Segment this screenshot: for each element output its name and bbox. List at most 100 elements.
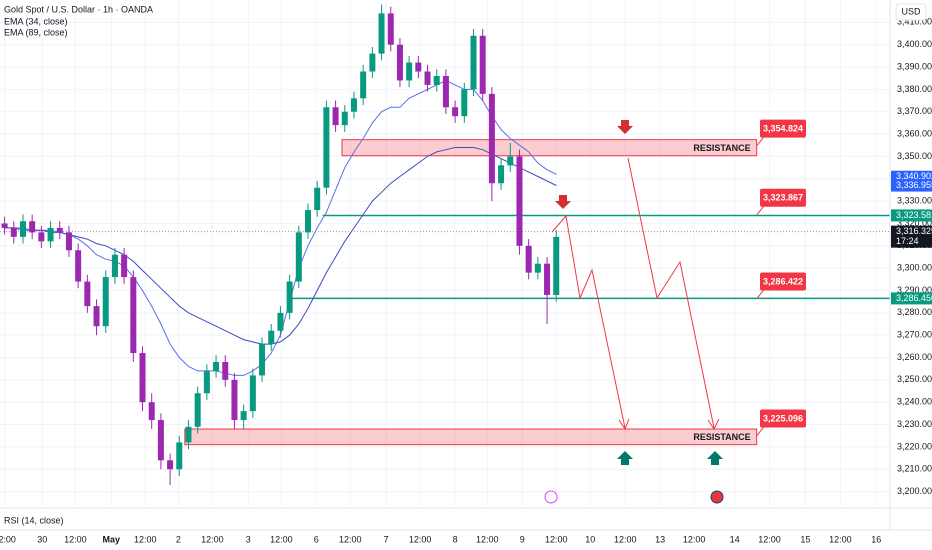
- candle-body: [314, 187, 321, 211]
- y-tick-label: 3,240.000: [897, 397, 932, 407]
- candle-body: [553, 236, 560, 295]
- candle-body: [148, 402, 155, 421]
- y-tick-label: 3,230.000: [897, 419, 932, 429]
- candle-body: [65, 232, 72, 251]
- y-tick-label: 3,260.000: [897, 352, 932, 362]
- candle-body: [378, 13, 385, 54]
- currency-button[interactable]: [895, 3, 927, 21]
- candle-body: [268, 330, 275, 345]
- x-tick-label: 15: [800, 534, 810, 544]
- candle-body: [360, 71, 367, 99]
- candle-body: [544, 263, 551, 295]
- candle-body: [19, 221, 26, 237]
- candle-body: [488, 93, 495, 184]
- candle-body: [222, 361, 229, 380]
- level-tag: [760, 272, 806, 291]
- event-icon[interactable]: [544, 490, 558, 504]
- candle-body: [231, 379, 238, 421]
- level-tag-label: 3,323.867: [763, 193, 803, 203]
- candle-body: [203, 370, 210, 394]
- down-arrow: [555, 195, 571, 209]
- y-tick-label: 3,350.000: [897, 151, 932, 161]
- candle-body: [470, 35, 477, 90]
- candle-body: [130, 277, 137, 354]
- zone-label: RESISTANCE: [693, 432, 750, 442]
- y-tick-label: 3,220.000: [897, 441, 932, 451]
- candle-body: [323, 107, 330, 188]
- candle-body: [102, 277, 109, 327]
- event-icon[interactable]: [710, 490, 724, 504]
- x-tick-label: 30: [37, 534, 47, 544]
- candle-body: [387, 13, 394, 45]
- x-tick-label: 7: [384, 534, 389, 544]
- x-tick-label: 12:00: [614, 534, 637, 544]
- candle-body: [157, 420, 164, 461]
- rsi-label: RSI (14, close): [4, 515, 64, 525]
- down-arrow: [617, 120, 633, 134]
- level-tag-label: 3,286.422: [763, 276, 803, 286]
- currency-label: USD: [901, 6, 921, 16]
- candle-body: [10, 227, 17, 237]
- level-tag-label: 3,354.824: [763, 124, 803, 134]
- price-tag: [891, 225, 932, 248]
- candle-body: [461, 89, 468, 117]
- candle-body: [259, 344, 266, 376]
- ema-line: [4, 147, 557, 345]
- price-tag-label: 3,323.581: [896, 210, 932, 220]
- y-tick-label: 3,380.000: [897, 84, 932, 94]
- candle-body: [176, 442, 183, 470]
- candle-body: [277, 312, 284, 331]
- x-tick-label: 12:00: [476, 534, 499, 544]
- candle-body: [433, 75, 440, 85]
- candle-body: [295, 232, 302, 282]
- zone: [184, 428, 758, 446]
- x-tick-label: 12:00: [64, 534, 87, 544]
- level-tag-pointer: [756, 426, 765, 436]
- x-tick-label: 6: [314, 534, 319, 544]
- candle-body: [139, 353, 146, 403]
- y-tick-label: 3,360.000: [897, 128, 932, 138]
- candle-body: [350, 98, 357, 112]
- x-tick-label: 12:00: [270, 534, 293, 544]
- candle-body: [442, 75, 449, 108]
- up-arrow: [617, 451, 633, 465]
- x-tick-label: 12:00: [0, 534, 16, 544]
- price-tag-label: 3,286.450: [896, 293, 932, 303]
- x-tick-label: 14: [730, 534, 740, 544]
- candle-body: [84, 281, 91, 307]
- y-tick-label: 3,250.000: [897, 374, 932, 384]
- x-tick-label: 10: [585, 534, 595, 544]
- y-tick-label: 3,270.000: [897, 330, 932, 340]
- x-tick-label: 8: [453, 534, 458, 544]
- candle-body: [332, 107, 339, 126]
- candle-body: [498, 165, 505, 184]
- x-tick-label: 16: [871, 534, 881, 544]
- y-tick-label: 3,290.000: [897, 285, 932, 295]
- candle-body: [29, 221, 36, 233]
- candle-body: [341, 111, 348, 126]
- candle-body: [75, 250, 82, 282]
- x-tick-label: 12:00: [758, 534, 781, 544]
- legend-entry: EMA (89, close): [4, 27, 68, 37]
- zone: [341, 139, 758, 157]
- x-tick-label: May: [102, 534, 120, 544]
- candle-body: [406, 62, 413, 81]
- arrow-head: [618, 418, 720, 431]
- candle-body: [369, 53, 376, 72]
- candle-body: [305, 210, 312, 233]
- candle-body: [213, 361, 220, 371]
- x-tick-label: 2: [176, 534, 181, 544]
- candle-body: [396, 44, 403, 81]
- candle-body: [525, 245, 532, 273]
- x-tick-label: 12:00: [683, 534, 706, 544]
- price-tag-label: 3,316.325: [896, 226, 932, 236]
- x-tick-label: 12:00: [409, 534, 432, 544]
- candle-body: [240, 411, 247, 421]
- forecast: [551, 157, 720, 431]
- symbol-title: Gold Spot / U.S. Dollar · 1h · OANDA: [4, 4, 153, 14]
- level-tag: [760, 119, 806, 138]
- candle-body: [167, 460, 174, 470]
- plot: RESISTANCE RESISTANCE: [0, 4, 890, 485]
- candle-body: [93, 306, 100, 327]
